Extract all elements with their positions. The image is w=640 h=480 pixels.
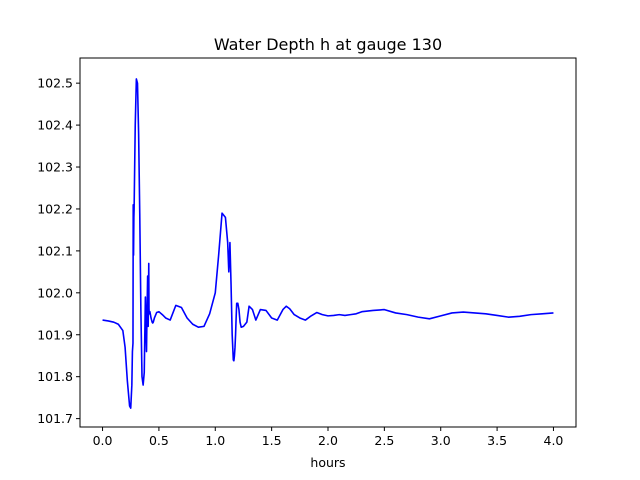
y-tick-label: 102.4 [37,118,73,133]
y-tick-label: 101.8 [37,369,73,384]
x-tick-label: 2.5 [374,433,394,448]
x-tick-label: 0.5 [149,433,169,448]
chart-title: Water Depth h at gauge 130 [214,35,442,54]
y-tick-label: 102.5 [37,76,73,91]
y-axis-ticks: 101.7 101.8 101.9 102.0 102.1 102.2 102.3 102.4… [37,76,80,426]
x-tick-label: 3.5 [487,433,507,448]
x-tick-label: 0.0 [93,433,113,448]
plot-area-frame [79,57,577,428]
y-tick-label: 102.1 [37,243,73,258]
x-tick-label: 1.5 [262,433,282,448]
series-line [102,78,554,409]
y-tick-label: 101.9 [37,327,73,342]
x-tick-label: 1.0 [205,433,225,448]
x-axis-ticks: 0.0 0.5 1.0 1.5 2.0 2.5 3.0 3.5 4.0 [93,427,564,448]
y-tick-label: 101.7 [37,411,73,426]
y-tick-label: 102.3 [37,160,73,175]
x-tick-label: 2.0 [318,433,338,448]
y-tick-label: 102.2 [37,201,73,216]
x-tick-label: 4.0 [544,433,564,448]
x-axis-label: hours [310,455,345,470]
x-tick-label: 3.0 [431,433,451,448]
y-tick-label: 102.0 [37,285,73,300]
